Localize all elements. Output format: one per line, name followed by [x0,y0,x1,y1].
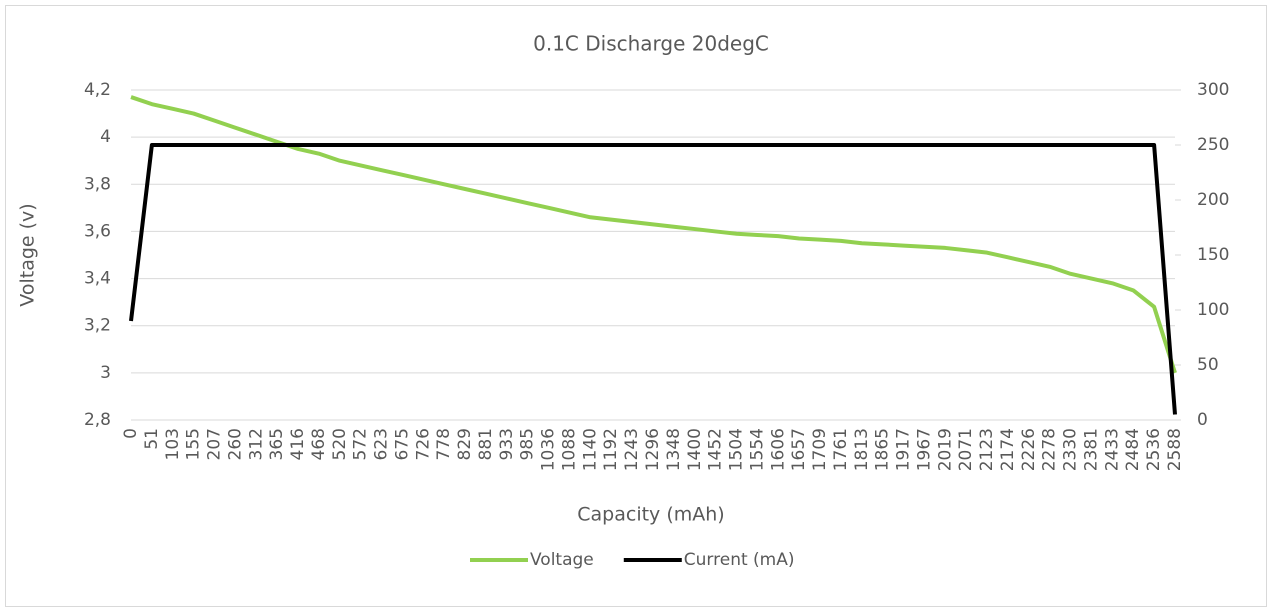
x-tick-label: 572 [351,428,371,460]
y-tick-label: 3,6 [84,221,111,241]
x-tick-label: 675 [392,428,412,460]
x-tick-label: 2174 [998,428,1018,471]
x-tick-label: 207 [205,428,225,460]
x-tick-label: 1917 [894,428,914,471]
x-tick-label: 2071 [956,428,976,471]
series-line [130,95,1177,374]
x-tick-label: 1504 [727,428,747,471]
x-tick-label: 2588 [1165,428,1185,471]
x-tick-label: 520 [330,428,350,460]
x-tick-label: 1088 [559,428,579,471]
y-tick-label: 3 [100,363,111,383]
x-tick-label: 1761 [831,428,851,471]
x-axis-title: Capacity (mAh) [577,504,724,526]
x-tick-label: 1243 [622,428,642,471]
x-tick-label: 2278 [1040,428,1060,471]
x-tick-label: 2226 [1019,428,1039,471]
x-tick-label: 1813 [852,428,872,471]
series-line [129,143,1177,415]
y-tick-label: 4,2 [84,80,111,100]
x-tick-label: 985 [518,428,538,460]
y-tick-label: 4 [100,127,111,147]
legend-label: Voltage [530,550,594,570]
x-tick-label: 0 [121,428,141,439]
y-tick-label: 3,4 [84,269,111,289]
x-tick-label: 2330 [1061,428,1081,471]
x-tick-label: 1554 [747,428,767,471]
x-tick-label: 1400 [685,428,705,471]
chart-title: 0.1C Discharge 20degC [533,32,769,56]
x-tick-label: 1036 [539,428,559,471]
x-tick-label: 1348 [664,428,684,471]
x-tick-label: 623 [372,428,392,460]
x-tick-label: 778 [434,428,454,460]
x-tick-label: 1657 [789,428,809,471]
x-tick-label: 1606 [768,428,788,471]
y-tick-label: 2,8 [84,410,111,430]
x-tick-label: 2019 [935,428,955,471]
x-tick-label: 2484 [1123,428,1143,471]
x-tick-label: 829 [455,428,475,460]
x-tick-label: 312 [246,428,266,460]
x-tick-label: 416 [288,428,308,460]
y2-tick-label: 300 [1197,80,1229,100]
x-tick-label: 2123 [977,428,997,471]
legend-label: Current (mA) [684,550,795,570]
chart-border [5,5,1267,607]
x-tick-label: 881 [476,428,496,460]
y2-tick-label: 0 [1197,410,1208,430]
x-tick-label: 260 [225,428,245,460]
x-tick-label: 1452 [706,428,726,471]
x-tick-label: 933 [497,428,517,460]
x-tick-label: 1296 [643,428,663,471]
x-tick-label: 51 [142,428,162,450]
y-tick-label: 3,2 [84,316,111,336]
x-tick-label: 1865 [873,428,893,471]
x-tick-label: 468 [309,428,329,460]
x-tick-label: 1192 [601,428,621,471]
y2-tick-label: 100 [1197,300,1229,320]
x-tick-label: 726 [413,428,433,460]
y-tick-label: 3,8 [84,174,111,194]
y2-tick-label: 150 [1197,245,1229,265]
y-axis-title: Voltage (v) [17,203,39,306]
y2-tick-label: 50 [1197,355,1219,375]
y2-tick-label: 200 [1197,190,1229,210]
x-tick-label: 2381 [1081,428,1101,471]
x-tick-label: 2433 [1102,428,1122,471]
x-tick-label: 103 [163,428,183,460]
x-tick-label: 1967 [914,428,934,471]
x-tick-label: 1140 [580,428,600,471]
x-tick-label: 155 [184,428,204,460]
y2-tick-label: 250 [1197,135,1229,155]
x-tick-label: 2536 [1144,428,1164,471]
x-tick-label: 365 [267,428,287,460]
x-tick-label: 1709 [810,428,830,471]
